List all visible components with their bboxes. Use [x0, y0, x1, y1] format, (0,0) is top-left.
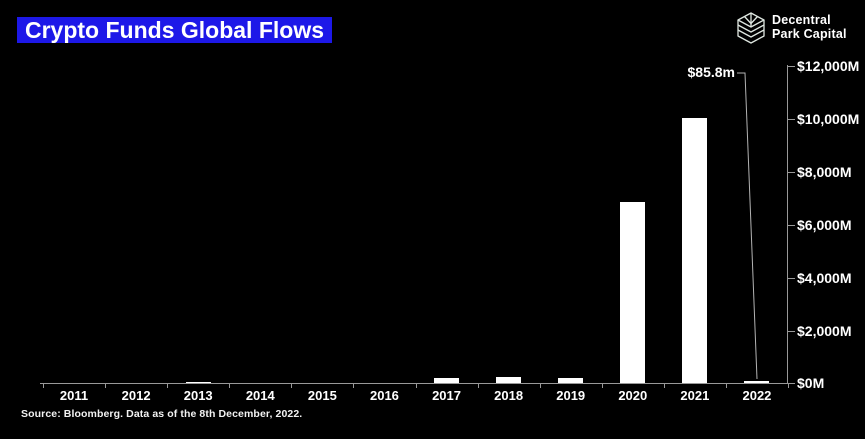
decentral-park-capital-logo: Decentral Park Capital — [736, 11, 847, 44]
x-tick-label-2014: 2014 — [245, 388, 275, 403]
page-title: Crypto Funds Global Flows — [17, 17, 332, 43]
x-axis-tick — [788, 384, 789, 388]
y-tick-label: $4,000M — [797, 269, 852, 286]
x-tick-label-2018: 2018 — [494, 388, 524, 403]
x-tick-label-2020: 2020 — [618, 388, 648, 403]
x-axis-line — [40, 383, 788, 384]
x-axis-tick — [415, 384, 417, 388]
y-tick-label: $10,000M — [797, 110, 860, 127]
y-axis-tick — [788, 66, 795, 67]
source-note: Source: Bloomberg. Data as of the 8th De… — [21, 408, 303, 420]
x-axis-tick — [105, 384, 107, 388]
bar-2022 — [744, 381, 770, 384]
x-tick-label-2011: 2011 — [59, 388, 89, 403]
x-axis-tick — [167, 384, 169, 388]
logo-line2: Park Capital — [772, 26, 847, 41]
x-tick-label-2013: 2013 — [183, 388, 213, 403]
logo-line1: Decentral — [772, 13, 831, 27]
x-axis-tick — [539, 384, 541, 388]
decentral-park-logo-cube-icon — [737, 12, 765, 44]
bar-2019 — [558, 377, 584, 384]
y-tick-label: $0M — [797, 375, 825, 392]
x-tick-label-2022: 2022 — [742, 388, 772, 403]
x-tick-label-2019: 2019 — [556, 388, 586, 403]
y-tick-label: $6,000M — [797, 216, 852, 233]
x-tick-label-2012: 2012 — [121, 388, 151, 403]
x-axis-tick — [663, 384, 665, 388]
x-tick-label-2016: 2016 — [369, 388, 399, 403]
x-tick-label-2021: 2021 — [680, 388, 710, 403]
y-tick-label: $8,000M — [797, 163, 852, 180]
x-axis-tick — [477, 384, 479, 388]
y-tick-label: $12,000M — [797, 58, 860, 74]
y-axis-tick — [788, 277, 795, 279]
x-axis-tick — [725, 384, 727, 388]
y-axis-tick — [788, 118, 795, 120]
x-axis-tick — [43, 384, 44, 388]
y-axis-tick — [788, 330, 795, 332]
y-axis-line — [787, 65, 788, 384]
x-tick-label-2015: 2015 — [307, 388, 337, 403]
bar-2017 — [434, 378, 460, 384]
x-tick-label-2017: 2017 — [432, 388, 461, 403]
x-axis-tick — [601, 384, 603, 388]
bar-2013 — [185, 382, 211, 384]
x-axis-tick — [353, 384, 355, 388]
y-axis-tick — [788, 224, 795, 226]
x-axis-tick — [229, 384, 231, 388]
logo-wordmark: Decentral Park Capital — [772, 13, 847, 41]
annotation-label-85-8m: $85.8m — [687, 64, 735, 80]
bar-2020 — [620, 202, 646, 384]
bar-2018 — [496, 376, 522, 384]
y-axis-tick — [788, 383, 795, 385]
x-axis-tick — [291, 384, 293, 388]
y-axis-tick — [788, 171, 795, 173]
bar-2021 — [682, 117, 708, 384]
y-tick-label: $2,000M — [797, 322, 852, 339]
